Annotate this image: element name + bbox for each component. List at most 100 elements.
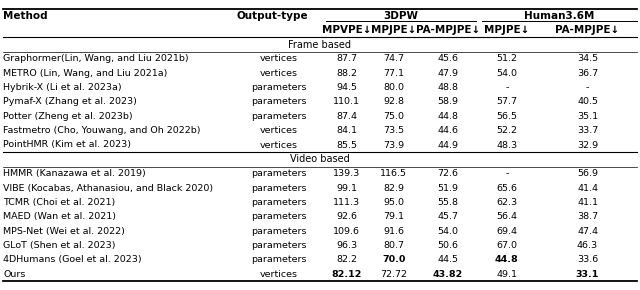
Text: vertices: vertices (259, 126, 298, 135)
Text: 49.1: 49.1 (497, 270, 517, 279)
Text: Frame based: Frame based (289, 39, 351, 50)
Text: 70.0: 70.0 (382, 255, 405, 264)
Text: 82.2: 82.2 (336, 255, 357, 264)
Text: METRO (Lin, Wang, and Liu 2021a): METRO (Lin, Wang, and Liu 2021a) (3, 69, 168, 78)
Text: Video based: Video based (290, 154, 350, 164)
Text: Ours: Ours (3, 270, 26, 279)
Text: 35.1: 35.1 (577, 112, 598, 121)
Text: TCMR (Choi et al. 2021): TCMR (Choi et al. 2021) (3, 198, 115, 207)
Text: 44.5: 44.5 (438, 255, 458, 264)
Text: 80.0: 80.0 (383, 83, 404, 92)
Text: 92.6: 92.6 (336, 212, 357, 221)
Text: vertices: vertices (259, 270, 298, 279)
Text: 87.4: 87.4 (336, 112, 357, 121)
Text: 82.12: 82.12 (332, 270, 362, 279)
Text: 56.9: 56.9 (577, 169, 598, 178)
Text: 33.1: 33.1 (576, 270, 599, 279)
Text: parameters: parameters (251, 241, 306, 250)
Text: 40.5: 40.5 (577, 97, 598, 106)
Text: Fastmetro (Cho, Youwang, and Oh 2022b): Fastmetro (Cho, Youwang, and Oh 2022b) (3, 126, 201, 135)
Text: 69.4: 69.4 (497, 226, 517, 235)
Text: 57.7: 57.7 (497, 97, 517, 106)
Text: 74.7: 74.7 (383, 55, 404, 64)
Text: 56.4: 56.4 (497, 212, 517, 221)
Text: PA-MPJPE↓: PA-MPJPE↓ (416, 25, 480, 35)
Text: parameters: parameters (251, 97, 306, 106)
Text: -: - (505, 169, 509, 178)
Text: 47.9: 47.9 (438, 69, 458, 78)
Text: parameters: parameters (251, 169, 306, 178)
Text: Output-type: Output-type (237, 11, 308, 21)
Text: 110.1: 110.1 (333, 97, 360, 106)
Text: vertices: vertices (259, 55, 298, 64)
Text: parameters: parameters (251, 83, 306, 92)
Text: 73.5: 73.5 (383, 126, 404, 135)
Text: parameters: parameters (251, 198, 306, 207)
Text: parameters: parameters (251, 255, 306, 264)
Text: 92.8: 92.8 (383, 97, 404, 106)
Text: 96.3: 96.3 (336, 241, 357, 250)
Text: MPS-Net (Wei et al. 2022): MPS-Net (Wei et al. 2022) (3, 226, 125, 235)
Text: 54.0: 54.0 (438, 226, 458, 235)
Text: 87.7: 87.7 (336, 55, 357, 64)
Text: 44.9: 44.9 (438, 140, 458, 150)
Text: vertices: vertices (259, 69, 298, 78)
Text: 3DPW: 3DPW (383, 11, 419, 21)
Text: 44.8: 44.8 (438, 112, 458, 121)
Text: 84.1: 84.1 (336, 126, 357, 135)
Text: 44.8: 44.8 (495, 255, 519, 264)
Text: 111.3: 111.3 (333, 198, 360, 207)
Text: parameters: parameters (251, 226, 306, 235)
Text: 56.5: 56.5 (497, 112, 517, 121)
Text: 33.7: 33.7 (577, 126, 598, 135)
Text: GLoT (Shen et al. 2023): GLoT (Shen et al. 2023) (3, 241, 116, 250)
Text: 41.4: 41.4 (577, 184, 598, 193)
Text: vertices: vertices (259, 140, 298, 150)
Text: 62.3: 62.3 (496, 198, 518, 207)
Text: 116.5: 116.5 (380, 169, 407, 178)
Text: HMMR (Kanazawa et al. 2019): HMMR (Kanazawa et al. 2019) (3, 169, 146, 178)
Text: -: - (505, 83, 509, 92)
Text: MPVPE↓: MPVPE↓ (322, 25, 371, 35)
Text: 51.2: 51.2 (497, 55, 517, 64)
Text: 48.3: 48.3 (496, 140, 518, 150)
Text: 99.1: 99.1 (336, 184, 357, 193)
Text: 51.9: 51.9 (438, 184, 458, 193)
Text: 43.82: 43.82 (433, 270, 463, 279)
Text: Hybrik-X (Li et al. 2023a): Hybrik-X (Li et al. 2023a) (3, 83, 122, 92)
Text: 77.1: 77.1 (383, 69, 404, 78)
Text: 85.5: 85.5 (336, 140, 357, 150)
Text: 44.6: 44.6 (438, 126, 458, 135)
Text: 46.3: 46.3 (577, 241, 598, 250)
Text: 45.6: 45.6 (438, 55, 458, 64)
Text: 52.2: 52.2 (497, 126, 517, 135)
Text: Method: Method (3, 11, 48, 21)
Text: PointHMR (Kim et al. 2023): PointHMR (Kim et al. 2023) (3, 140, 131, 150)
Text: 41.1: 41.1 (577, 198, 598, 207)
Text: 109.6: 109.6 (333, 226, 360, 235)
Text: 88.2: 88.2 (336, 69, 357, 78)
Text: 72.72: 72.72 (380, 270, 407, 279)
Text: 75.0: 75.0 (383, 112, 404, 121)
Text: 33.6: 33.6 (577, 255, 598, 264)
Text: 50.6: 50.6 (438, 241, 458, 250)
Text: 58.9: 58.9 (438, 97, 458, 106)
Text: 94.5: 94.5 (336, 83, 357, 92)
Text: 47.4: 47.4 (577, 226, 598, 235)
Text: parameters: parameters (251, 112, 306, 121)
Text: Pymaf-X (Zhang et al. 2023): Pymaf-X (Zhang et al. 2023) (3, 97, 137, 106)
Text: 95.0: 95.0 (383, 198, 404, 207)
Text: parameters: parameters (251, 184, 306, 193)
Text: PA-MPJPE↓: PA-MPJPE↓ (556, 25, 620, 35)
Text: Graphormer(Lin, Wang, and Liu 2021b): Graphormer(Lin, Wang, and Liu 2021b) (3, 55, 189, 64)
Text: 65.6: 65.6 (497, 184, 517, 193)
Text: 36.7: 36.7 (577, 69, 598, 78)
Text: 48.8: 48.8 (438, 83, 458, 92)
Text: 4DHumans (Goel et al. 2023): 4DHumans (Goel et al. 2023) (3, 255, 142, 264)
Text: Human3.6M: Human3.6M (524, 11, 595, 21)
Text: 45.7: 45.7 (438, 212, 458, 221)
Text: 72.6: 72.6 (438, 169, 458, 178)
Text: 38.7: 38.7 (577, 212, 598, 221)
Text: 79.1: 79.1 (383, 212, 404, 221)
Text: 55.8: 55.8 (438, 198, 458, 207)
